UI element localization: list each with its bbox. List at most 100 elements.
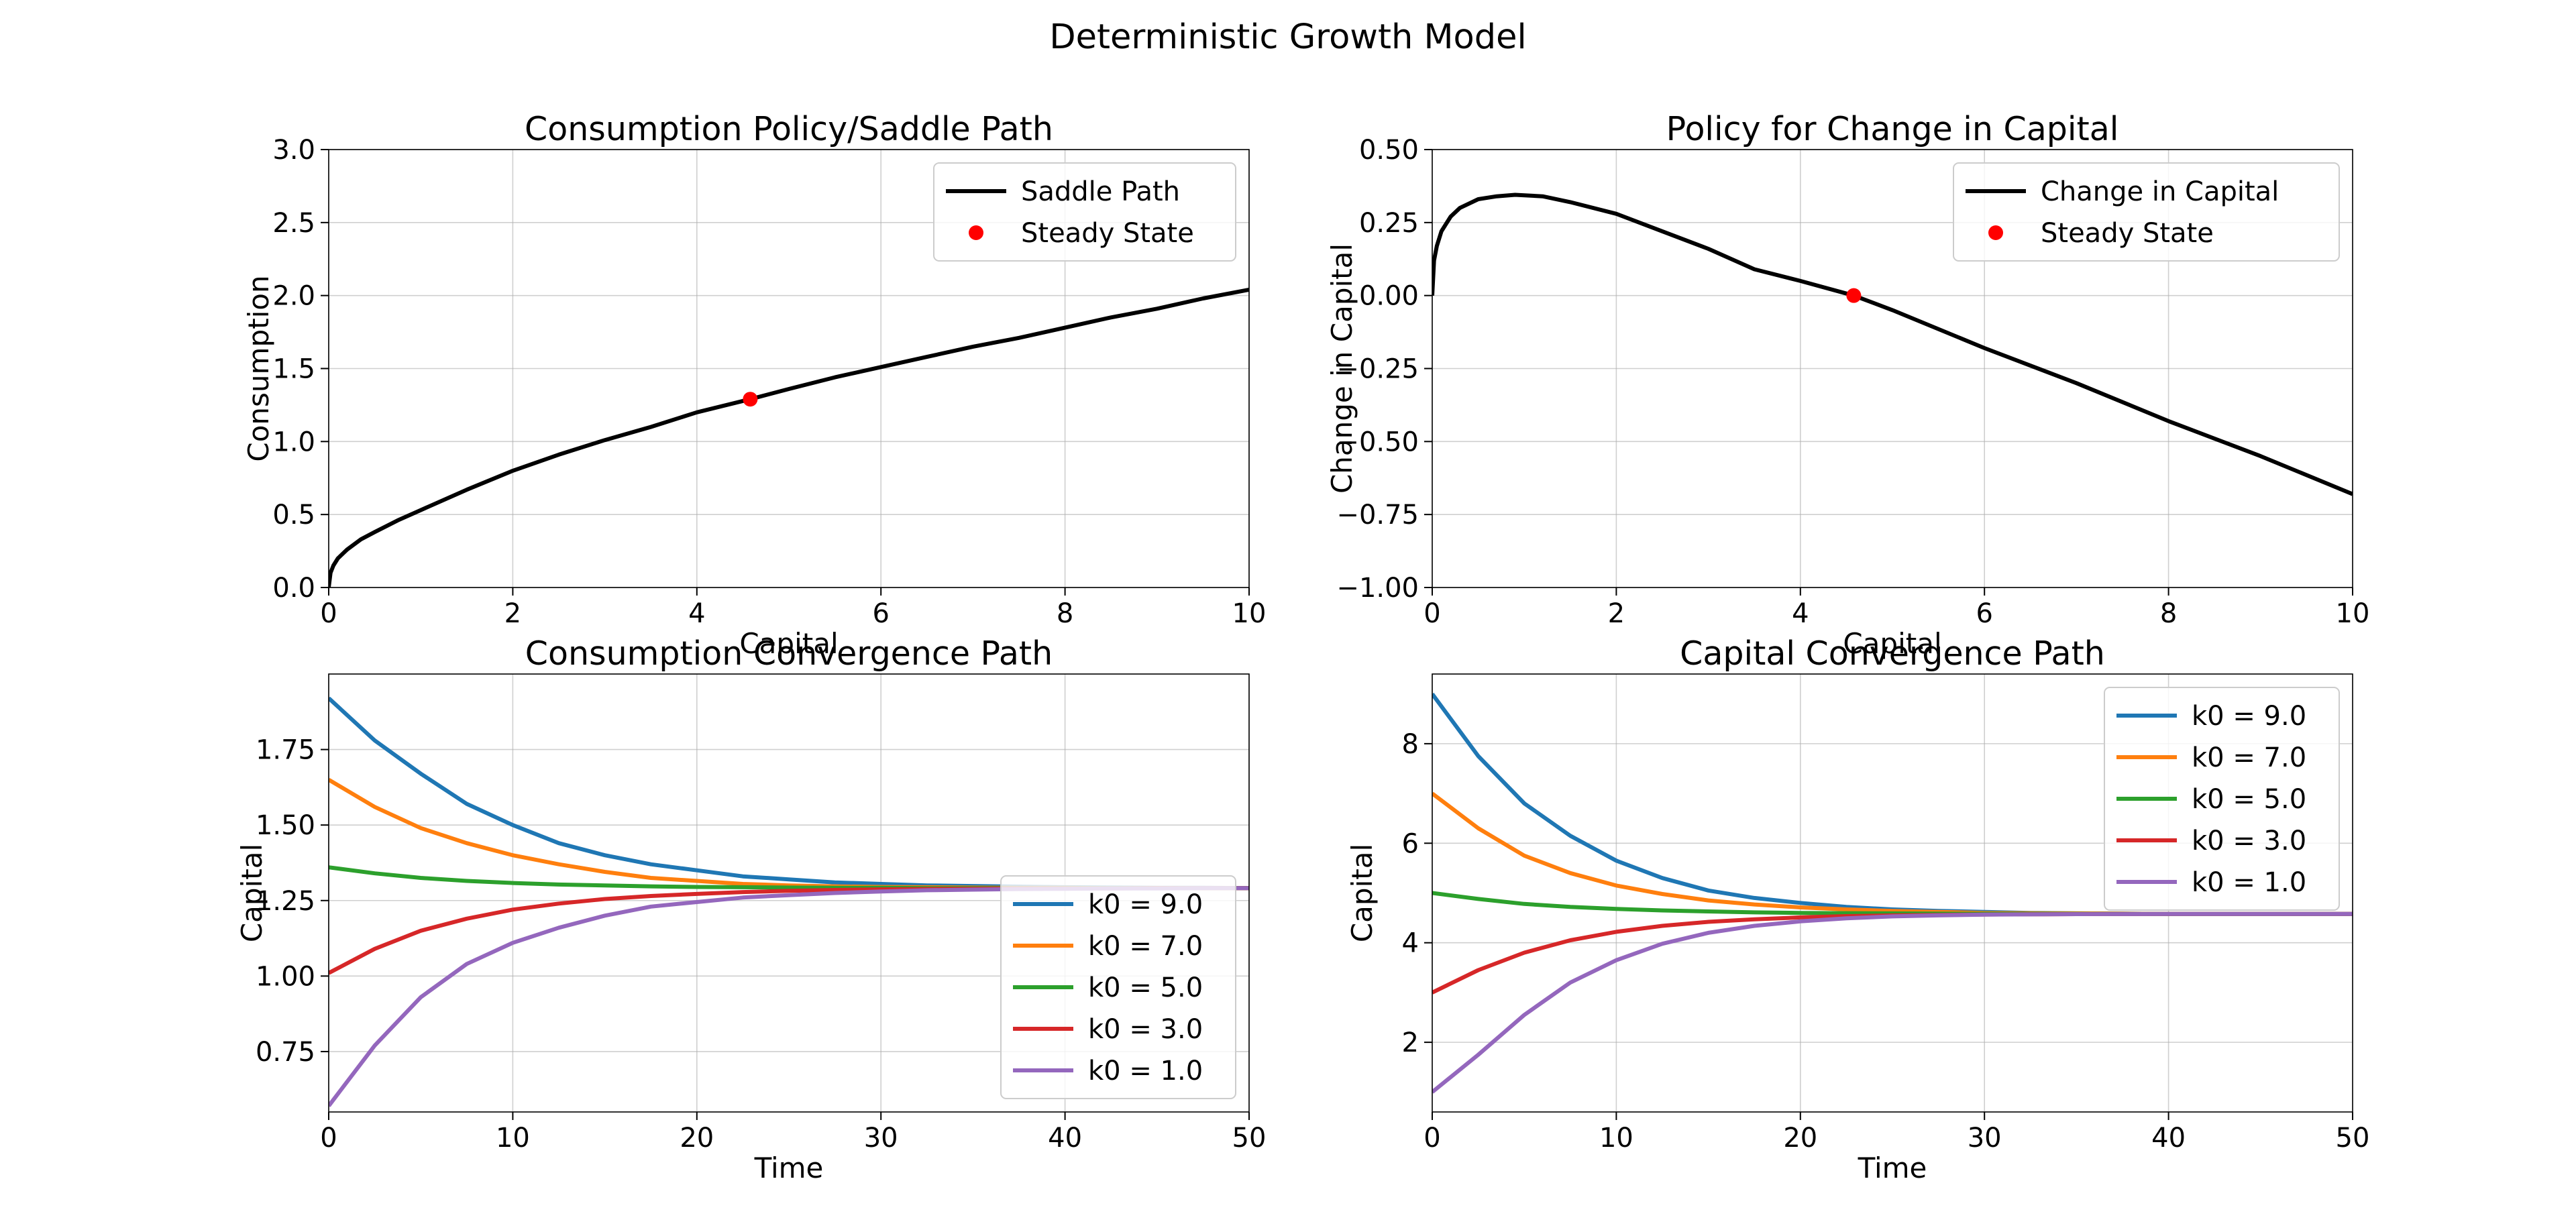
x-tick-label: 40 (2151, 1123, 2186, 1154)
legend-label: k0 = 1.0 (2192, 867, 2306, 898)
consumption-policy-series-0-line (329, 288, 1249, 588)
legend-label: Change in Capital (2041, 176, 2279, 207)
consumption-policy-legend: Saddle Path Steady State (933, 162, 1236, 262)
steady-state-point (743, 392, 758, 407)
figure-title: Deterministic Growth Model (1049, 17, 1526, 57)
capital-change-policy-title: Policy for Change in Capital (1666, 110, 2119, 148)
x-tick-label: 0 (1424, 598, 1440, 629)
legend-swatch-marker (1988, 225, 2003, 240)
x-tick-label: 2 (1608, 598, 1625, 629)
legend-item: Steady State (1988, 218, 2214, 249)
legend-frame (1953, 162, 2340, 262)
x-tick-label: 8 (1057, 598, 1073, 629)
x-tick-label: 2 (504, 598, 521, 629)
consumption-convergence-y-axis: 0.75 1.00 1.25 1.50 1.75 (256, 735, 329, 1068)
y-tick-label: 2.0 (272, 281, 315, 312)
legend-item: k0 = 3.0 (1013, 1014, 1203, 1045)
x-tick-label: 6 (1976, 598, 1992, 629)
y-tick-label: 2.5 (272, 208, 315, 239)
capital-change-policy-x-axis: 0 2 4 6 8 10 (1424, 588, 2369, 629)
y-tick-label: 0.75 (256, 1037, 315, 1068)
consumption-policy-panel: 0 2 4 6 8 10 0.0 0.5 1.0 1.5 2.0 2.5 3.0 Consumption … (242, 110, 1266, 660)
x-tick-label: 50 (2336, 1123, 2370, 1154)
capital-change-policy-x-label: Capital (1843, 627, 1941, 660)
consumption-convergence-panel: 0 10 20 30 40 50 0.75 1.00 1.25 1.50 1.75 Consumpti… (235, 634, 1266, 1184)
y-tick-label: 4 (1402, 928, 1419, 959)
legend-item: k0 = 1.0 (2116, 867, 2306, 898)
legend-label: k0 = 5.0 (1088, 972, 1203, 1003)
consumption-convergence-title: Consumption Convergence Path (525, 634, 1053, 673)
legend-label: k0 = 1.0 (1088, 1056, 1203, 1086)
x-tick-label: 4 (688, 598, 705, 629)
capital-convergence-y-axis: 2 4 6 8 (1402, 729, 1432, 1058)
y-tick-label: −0.50 (1336, 427, 1419, 457)
legend-swatch-marker (969, 225, 983, 240)
x-tick-label: 10 (1232, 598, 1267, 629)
y-tick-label: 0.00 (1359, 281, 1419, 312)
legend-item: k0 = 5.0 (1013, 972, 1203, 1003)
consumption-policy-y-axis: 0.0 0.5 1.0 1.5 2.0 2.5 3.0 (272, 135, 329, 604)
x-tick-label: 50 (1232, 1123, 1267, 1154)
capital-convergence-legend: k0 = 9.0 k0 = 7.0 k0 = 5.0 k0 = 3.0 k0 = 1.0 (2104, 687, 2340, 911)
consumption-convergence-x-axis: 0 10 20 30 40 50 (320, 1112, 1266, 1154)
legend-item: k0 = 3.0 (2116, 826, 2306, 856)
steady-state-point (1846, 288, 1862, 303)
legend-label: k0 = 5.0 (2192, 784, 2306, 815)
consumption-policy-x-label: Capital (739, 627, 838, 660)
capital-convergence-series-4-line (1432, 911, 2353, 1094)
x-tick-label: 10 (496, 1123, 530, 1154)
consumption-policy-title: Consumption Policy/Saddle Path (525, 110, 1053, 148)
consumption-policy-plot-area (329, 288, 1249, 588)
legend-frame (1000, 875, 1236, 1099)
capital-change-policy-panel: 0 2 4 6 8 10 −1.00 −0.75 −0.50 −0.25 0.00 0.25 0.50 P… (1326, 110, 2369, 660)
y-tick-label: −1.00 (1336, 573, 1419, 604)
x-tick-label: 4 (1792, 598, 1809, 629)
y-tick-label: 1.0 (272, 427, 315, 457)
legend-item: k0 = 7.0 (2116, 742, 2306, 773)
x-tick-label: 30 (1968, 1123, 2002, 1154)
x-tick-label: 40 (1048, 1123, 1082, 1154)
x-tick-label: 6 (872, 598, 889, 629)
consumption-convergence-y-label: Capital (235, 844, 268, 942)
x-tick-label: 0 (320, 598, 337, 629)
y-tick-label: 1.25 (256, 886, 315, 917)
y-tick-label: −0.25 (1336, 354, 1419, 385)
legend-item: k0 = 5.0 (2116, 784, 2306, 815)
legend-label: k0 = 9.0 (2192, 701, 2306, 732)
x-tick-label: 8 (2160, 598, 2177, 629)
capital-convergence-title: Capital Convergence Path (1680, 634, 2105, 673)
legend-item: Steady State (969, 218, 1194, 249)
y-tick-label: 0.50 (1359, 135, 1419, 166)
x-tick-label: 0 (1424, 1123, 1440, 1154)
legend-frame (933, 162, 1236, 262)
legend-item: Saddle Path (946, 176, 1180, 207)
consumption-policy-x-axis: 0 2 4 6 8 10 (320, 588, 1266, 629)
legend-label: k0 = 7.0 (1088, 931, 1203, 962)
capital-convergence-y-label: Capital (1346, 844, 1379, 942)
legend-label: Steady State (2041, 218, 2214, 249)
x-tick-label: 10 (2336, 598, 2370, 629)
y-tick-label: 1.50 (256, 810, 315, 841)
legend-item: k0 = 1.0 (1013, 1056, 1203, 1086)
capital-change-policy-plot-area (1432, 192, 2353, 496)
y-tick-label: 2 (1402, 1027, 1419, 1058)
x-tick-label: 30 (864, 1123, 898, 1154)
y-tick-label: −0.75 (1336, 500, 1419, 530)
legend-item: Change in Capital (1966, 176, 2279, 207)
consumption-policy-y-label: Consumption (242, 275, 275, 461)
consumption-convergence-legend: k0 = 9.0 k0 = 7.0 k0 = 5.0 k0 = 3.0 k0 = 1.0 (1000, 875, 1236, 1099)
y-tick-label: 3.0 (272, 135, 315, 166)
capital-change-policy-series-0-line (1432, 192, 2353, 496)
legend-label: k0 = 7.0 (2192, 742, 2306, 773)
y-tick-label: 0.0 (272, 573, 315, 604)
capital-convergence-panel: 0 10 20 30 40 50 2 4 6 8 Capital Convergence Path T… (1346, 634, 2369, 1184)
x-tick-label: 20 (680, 1123, 714, 1154)
y-tick-label: 6 (1402, 828, 1419, 859)
legend-item: k0 = 7.0 (1013, 931, 1203, 962)
capital-convergence-frame (1432, 673, 2353, 1113)
subplots: 0 2 4 6 8 10 0.0 0.5 1.0 1.5 2.0 2.5 3.0 Consumption … (235, 110, 2369, 1184)
capital-change-policy-y-label: Change in Capital (1326, 243, 1358, 494)
legend-item: k0 = 9.0 (2116, 701, 2306, 732)
consumption-convergence-frame (328, 673, 1250, 1113)
